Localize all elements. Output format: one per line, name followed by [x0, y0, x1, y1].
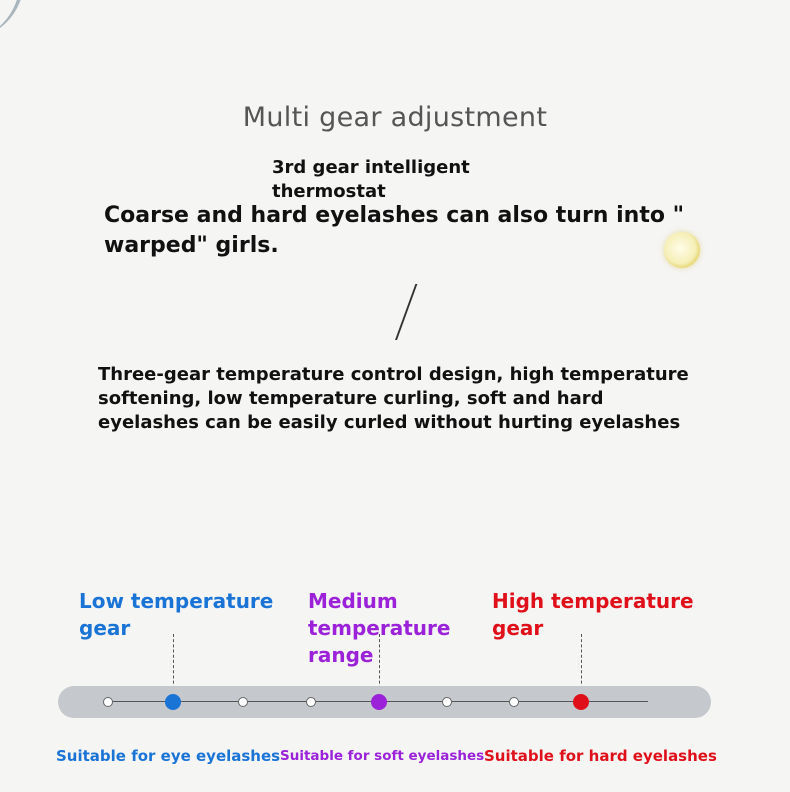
gear-label-high: High temperature gear: [492, 589, 694, 640]
suitable-text-high: Suitable for hard eyelashes: [484, 747, 717, 765]
pointer-line-high: [581, 634, 582, 694]
feature-title: 3rd gear intelligent thermostat: [272, 157, 470, 202]
gear-label-low: Low temperature gear: [79, 589, 274, 640]
gear-stop: [103, 697, 113, 707]
section-subtitle: Multi gear adjustment: [242, 102, 548, 133]
gear-label-medium: Medium temperature range: [308, 589, 451, 667]
gear-stop-active: [165, 694, 181, 710]
gear-stop: [509, 697, 519, 707]
pointer-line-medium: [379, 634, 380, 694]
headline: Coarse and hard eyelashes can also turn …: [104, 203, 685, 258]
gear-stop-active: [573, 694, 589, 710]
lens-highlight-icon: [664, 232, 700, 268]
corner-decoration: [0, 0, 24, 40]
gear-stop: [238, 697, 248, 707]
suitable-text-medium: Suitable for soft eyelashes: [280, 748, 485, 764]
suitable-text-low: Suitable for eye eyelashes: [56, 747, 281, 765]
gear-stop: [306, 697, 316, 707]
slash-divider: [395, 284, 418, 340]
description: Three-gear temperature control design, h…: [98, 364, 689, 433]
pointer-line-low: [173, 634, 174, 694]
gear-stop-active: [371, 694, 387, 710]
gear-stop: [442, 697, 452, 707]
